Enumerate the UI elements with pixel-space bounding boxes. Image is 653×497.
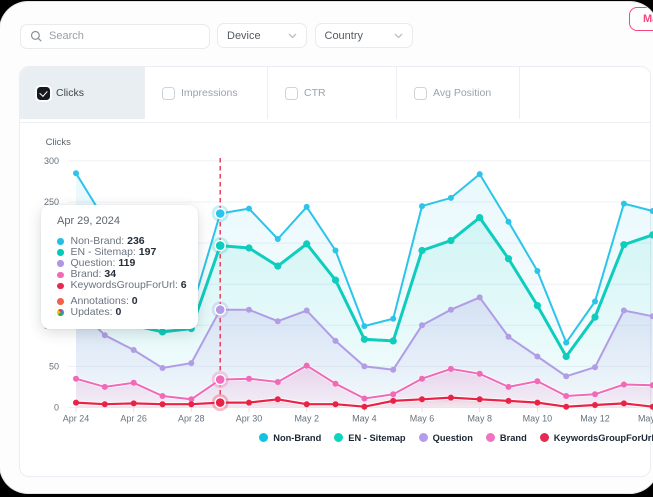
svg-text:50: 50 <box>49 361 59 371</box>
svg-text:May 12: May 12 <box>580 414 610 424</box>
svg-text:May 10: May 10 <box>523 414 553 424</box>
svg-text:300: 300 <box>44 156 59 166</box>
svg-text:Apr 30: Apr 30 <box>236 414 263 424</box>
svg-text:Apr 24: Apr 24 <box>63 414 90 424</box>
svg-text:Apr 28: Apr 28 <box>178 414 205 424</box>
svg-text:May 6: May 6 <box>410 414 435 424</box>
svg-text:250: 250 <box>44 197 59 207</box>
svg-text:May 2: May 2 <box>294 414 319 424</box>
svg-text:Apr 26: Apr 26 <box>120 414 147 424</box>
svg-text:May 4: May 4 <box>352 414 377 424</box>
svg-text:May 14: May 14 <box>638 414 653 424</box>
svg-text:0: 0 <box>54 403 59 413</box>
svg-text:May 8: May 8 <box>467 414 492 424</box>
